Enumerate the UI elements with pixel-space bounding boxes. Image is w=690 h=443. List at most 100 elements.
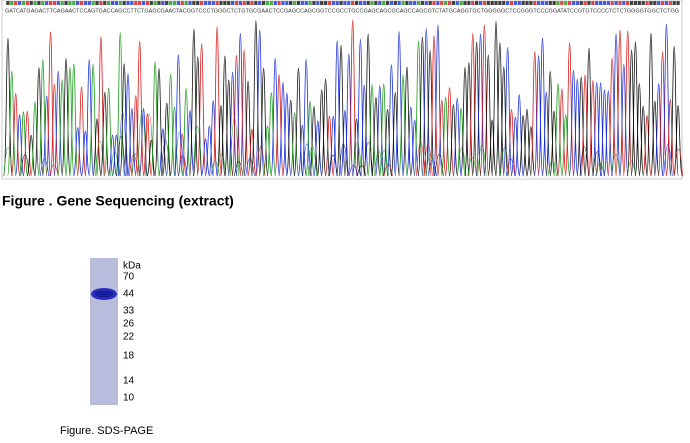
noise-peak (357, 165, 367, 177)
peak (119, 63, 129, 177)
peak (665, 99, 675, 177)
marker-label: 18 (123, 351, 135, 362)
quality-box (622, 1, 626, 5)
peak (340, 110, 350, 177)
quality-box (467, 1, 471, 5)
peak (510, 116, 521, 177)
quality-box (10, 1, 14, 5)
peak (518, 114, 528, 177)
noise-peak (352, 142, 362, 177)
quality-box (486, 1, 490, 5)
chromatogram (3, 1, 683, 177)
peak (247, 128, 257, 177)
peak (65, 66, 75, 177)
peak (386, 64, 397, 177)
quality-box (72, 1, 76, 5)
marker-labels: 70 44 33 26 22 18 14 10 (123, 272, 135, 404)
quality-box (223, 1, 227, 5)
quality-box (327, 1, 332, 5)
peak (514, 94, 524, 177)
peak (123, 73, 133, 177)
noise-peak (39, 158, 50, 177)
quality-box (440, 1, 444, 5)
peak (274, 74, 284, 177)
peak (49, 83, 60, 177)
quality-box (203, 1, 208, 5)
peak (611, 33, 621, 177)
quality-box (482, 1, 487, 5)
peak (623, 30, 633, 177)
peak (162, 102, 172, 177)
quality-box (122, 1, 126, 5)
peak (14, 114, 25, 177)
quality-box (529, 1, 533, 5)
noise-peak (505, 158, 516, 177)
quality-box (606, 1, 610, 5)
peak (584, 47, 594, 177)
quality-box (633, 1, 638, 5)
quality-box (587, 1, 591, 5)
quality-box (475, 1, 479, 5)
quality-box (41, 1, 45, 5)
peak (150, 61, 160, 177)
peak (324, 115, 335, 177)
peak (355, 38, 366, 177)
peak (630, 41, 641, 177)
quality-box (579, 1, 583, 5)
quality-box (548, 1, 552, 5)
marker-label: 44 (123, 289, 135, 300)
noise-peak (611, 153, 621, 177)
quality-box (564, 1, 568, 5)
peak (464, 62, 474, 177)
quality-box (513, 1, 518, 5)
peak (371, 96, 381, 177)
peak (646, 32, 656, 177)
noise-peak (192, 126, 203, 177)
quality-box (595, 1, 599, 5)
quality-box (641, 1, 645, 5)
quality-box (436, 1, 440, 5)
quality-box (575, 1, 579, 5)
quality-box (378, 1, 382, 5)
quality-box (455, 1, 459, 5)
peak (208, 100, 218, 177)
peak (657, 51, 668, 177)
quality-box (676, 1, 680, 5)
quality-box (289, 1, 293, 5)
peak (127, 108, 137, 177)
peak (185, 110, 195, 177)
peak (599, 89, 610, 177)
peak (572, 78, 583, 177)
quality-box (645, 1, 649, 5)
noise-peak (328, 154, 338, 177)
quality-box (517, 1, 521, 5)
quality-box (618, 1, 622, 5)
quality-box (292, 1, 297, 5)
quality-box (540, 1, 545, 5)
quality-box (358, 1, 363, 5)
peak (642, 114, 652, 177)
peak (580, 74, 590, 177)
quality-box (320, 1, 324, 5)
quality-box (207, 1, 211, 5)
peak (429, 35, 439, 177)
peak (320, 78, 331, 177)
quality-box (637, 1, 641, 5)
quality-box (552, 1, 556, 5)
quality-box (416, 1, 421, 5)
marker-label: 70 (123, 272, 135, 283)
quality-box (157, 1, 161, 5)
quality-box (316, 1, 320, 5)
peak (661, 23, 672, 177)
peak (305, 100, 315, 177)
quality-box (351, 1, 355, 5)
quality-box (153, 1, 157, 5)
quality-box (130, 1, 134, 5)
marker-label: 22 (123, 332, 135, 343)
peak (654, 83, 664, 177)
peak (479, 24, 490, 177)
quality-box (184, 1, 188, 5)
sequence-text: GATCATGAGACTTCAGAACTCCAGTGACCAGCCTTCTGAG… (5, 8, 679, 14)
